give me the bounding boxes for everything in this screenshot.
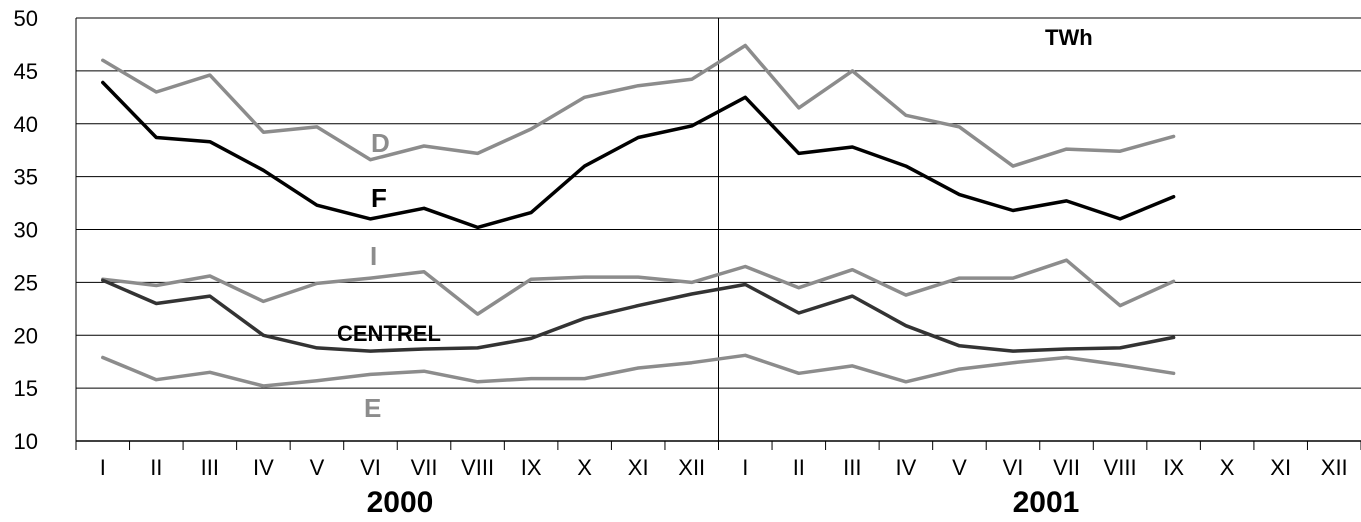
x-tick-label: IV xyxy=(895,455,916,480)
x-tick-label: IV xyxy=(253,455,274,480)
x-tick-label: I xyxy=(742,455,748,480)
y-tick-label: 45 xyxy=(14,59,38,84)
x-tick-label: VI xyxy=(1003,455,1024,480)
y-tick-label: 10 xyxy=(14,429,38,454)
x-tick-label: III xyxy=(843,455,861,480)
year-label-2000: 2000 xyxy=(367,486,434,519)
series-label-f: F xyxy=(371,183,387,213)
y-tick-label: 50 xyxy=(14,6,38,31)
x-tick-label: VIII xyxy=(461,455,494,480)
series-line-d xyxy=(101,43,1176,168)
x-tick-label: XI xyxy=(1270,455,1291,480)
series-line-f xyxy=(101,80,1176,230)
x-tick-label: VII xyxy=(1053,455,1080,480)
series-label-i: I xyxy=(370,241,377,271)
x-tick-label: I xyxy=(100,455,106,480)
series-line-i xyxy=(101,258,1176,316)
series-label-centrel: CENTREL xyxy=(337,321,441,346)
x-tick-label: IX xyxy=(521,455,542,480)
series-line-centrel xyxy=(101,278,1176,353)
y-tick-label: 40 xyxy=(14,112,38,137)
x-tick-label: X xyxy=(577,455,592,480)
series-label-d: D xyxy=(371,128,390,158)
y-tick-label: 20 xyxy=(14,323,38,348)
series-line-e xyxy=(101,353,1176,388)
x-tick-label: VII xyxy=(411,455,438,480)
gridlines xyxy=(76,17,1361,441)
x-tick-label: III xyxy=(201,455,219,480)
y-tick-label: 35 xyxy=(14,165,38,190)
series-label-e: E xyxy=(364,393,381,423)
x-tick-label: XII xyxy=(1321,455,1348,480)
x-tick-label: X xyxy=(1220,455,1235,480)
x-tick-label: VIII xyxy=(1104,455,1137,480)
x-tick-label: XI xyxy=(628,455,649,480)
year-label-2001: 2001 xyxy=(1013,486,1080,519)
series-lines xyxy=(101,43,1176,388)
x-tick-label: II xyxy=(793,455,805,480)
y-tick-label: 25 xyxy=(14,270,38,295)
y-tick-label: 30 xyxy=(14,218,38,243)
x-tick-label: XII xyxy=(678,455,705,480)
x-tick-label: VI xyxy=(360,455,381,480)
unit-label: TWh xyxy=(1045,25,1093,50)
x-tick-label: V xyxy=(310,455,325,480)
x-tick-label: II xyxy=(150,455,162,480)
x-tick-label: V xyxy=(952,455,967,480)
y-tick-label: 15 xyxy=(14,376,38,401)
labels: TWh 2000 2001 D F I CENTREL E xyxy=(337,25,1093,519)
x-tick-label: IX xyxy=(1163,455,1184,480)
